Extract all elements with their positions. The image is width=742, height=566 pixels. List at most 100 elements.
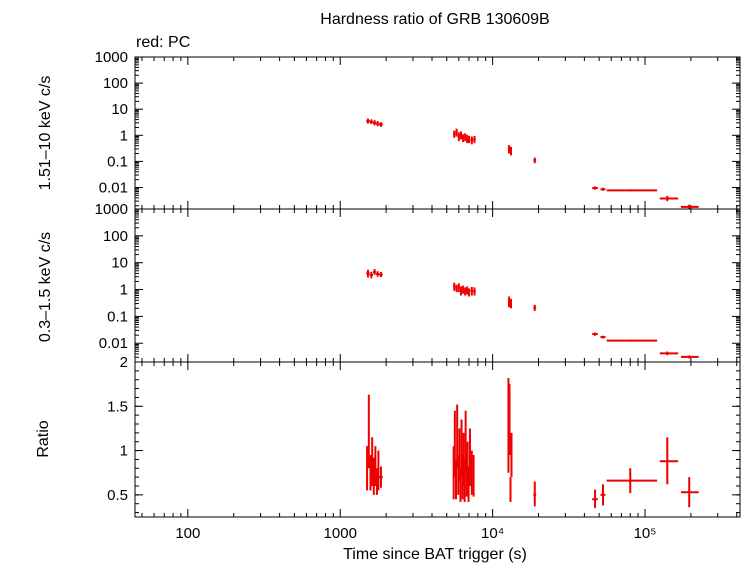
hard-data-point	[606, 189, 658, 192]
hard-y-tick-label: 1	[120, 127, 128, 144]
soft-data-point	[376, 271, 380, 277]
soft-data-point	[470, 286, 474, 296]
ratio-panel-y-label: Ratio	[35, 420, 52, 457]
hard-data-point	[659, 195, 679, 202]
x-axis-label: Time since BAT trigger (s)	[343, 546, 527, 563]
ratio-data-point	[366, 446, 369, 491]
soft-data-point	[659, 351, 679, 356]
ratio-data-point	[367, 394, 370, 469]
soft-data-point	[372, 269, 377, 275]
soft-data-point	[606, 339, 658, 342]
ratio-data-point	[509, 477, 512, 502]
soft-y-tick-label: 0.01	[99, 335, 128, 352]
x-tick-label: 10⁵	[634, 525, 657, 542]
hard-data-point	[470, 136, 474, 145]
ratio-data-point	[606, 468, 658, 494]
ratio-panel: 0.5 1 1.5 2 100 1000 10⁴ 10⁵	[107, 354, 741, 542]
soft-data-point	[507, 296, 510, 308]
hard-y-tick-label: 1000	[95, 49, 128, 66]
soft-data-point	[468, 288, 471, 297]
soft-data-point	[457, 283, 460, 293]
hard-data-point	[592, 186, 598, 190]
x-tick-label: 10⁴	[481, 525, 504, 542]
ratio-panel-frame	[134, 361, 741, 518]
ratio-data-point	[375, 468, 378, 495]
soft-data-point	[464, 287, 467, 296]
legend-note: red: PC	[136, 34, 190, 51]
soft-data-point	[680, 355, 699, 359]
hard-y-tick-label: 10	[111, 101, 128, 118]
soft-y-tick-label: 100	[103, 228, 128, 245]
soft-data-point	[455, 284, 458, 293]
ratio-data-point	[379, 466, 383, 488]
hard-data-point	[464, 133, 467, 142]
hard-panel-y-label: 1.51–10 keV c/s	[37, 76, 54, 191]
soft-band-panel: 1000 100 10 1 0.1 0.01	[95, 201, 741, 363]
hard-data-point	[507, 145, 510, 154]
hard-data-point	[372, 120, 377, 126]
soft-data-point	[466, 286, 469, 295]
soft-y-tick-label: 10	[111, 255, 128, 272]
ratio-data-point	[472, 455, 475, 497]
hard-data-point	[457, 132, 460, 142]
hard-data-point	[366, 118, 370, 124]
ratio-data-point	[372, 457, 375, 495]
ratio-y-tick-label: 0.5	[107, 487, 128, 504]
x-tick-label: 1000	[324, 525, 357, 542]
ratio-data-point	[371, 437, 374, 486]
ratio-y-tick-label: 1.5	[107, 398, 128, 415]
ratio-data-point	[455, 459, 458, 500]
ratio-data-point	[463, 459, 466, 502]
hard-panel-frame	[134, 56, 741, 210]
ratio-data-point	[377, 450, 380, 491]
ratio-y-tick-label: 2	[120, 354, 128, 371]
ratio-data-point	[510, 432, 513, 478]
ratio-data-point	[533, 481, 537, 507]
soft-data-point	[473, 287, 476, 296]
soft-data-point	[453, 282, 456, 291]
ratio-data-point	[470, 450, 473, 495]
soft-y-tick-label: 1	[120, 282, 128, 299]
ratio-data-point	[508, 384, 511, 455]
ratio-data-point	[659, 437, 679, 485]
soft-data-point	[366, 269, 370, 278]
ratio-data-point	[592, 489, 598, 509]
ratio-data-point	[456, 404, 459, 469]
x-tick-label: 100	[175, 525, 200, 542]
ratio-data-point	[369, 455, 372, 491]
hard-band-panel: 1000 100 10 1 0.1 0.01	[95, 49, 741, 210]
hard-y-tick-label: 0.01	[99, 179, 128, 196]
hard-y-tick-label: 100	[103, 75, 128, 92]
ratio-data-point	[680, 477, 699, 508]
hard-y-tick-label: 0.1	[107, 153, 128, 170]
soft-panel-y-label: 0.3–1.5 keV c/s	[37, 232, 54, 342]
ratio-data-point	[453, 410, 456, 478]
chart-title: Hardness ratio of GRB 130609B	[320, 11, 549, 28]
soft-data-point	[369, 271, 373, 279]
hard-data-point	[509, 146, 513, 156]
soft-data-point	[462, 285, 465, 294]
soft-data-point	[509, 298, 513, 309]
ratio-data-point	[600, 484, 606, 506]
soft-panel-frame	[134, 208, 741, 363]
ratio-data-point	[458, 428, 461, 482]
hard-data-point	[459, 131, 463, 140]
hard-data-point	[466, 134, 469, 144]
soft-y-tick-label: 0.1	[107, 308, 128, 325]
soft-data-point	[379, 272, 383, 278]
soft-data-point	[600, 335, 606, 339]
hard-data-point	[376, 121, 380, 127]
ratio-data-point	[459, 468, 462, 502]
hard-data-point	[455, 128, 458, 137]
soft-y-tick-label: 1000	[95, 201, 128, 218]
hard-data-point	[369, 119, 373, 125]
hard-data-point	[680, 204, 699, 209]
hard-data-point	[600, 187, 606, 191]
hard-data-point	[533, 157, 537, 164]
soft-data-point	[459, 286, 463, 296]
ratio-data-point	[467, 466, 470, 502]
ratio-data-point	[374, 446, 377, 486]
hard-data-point	[468, 135, 471, 144]
ratio-y-tick-label: 1	[120, 443, 128, 460]
